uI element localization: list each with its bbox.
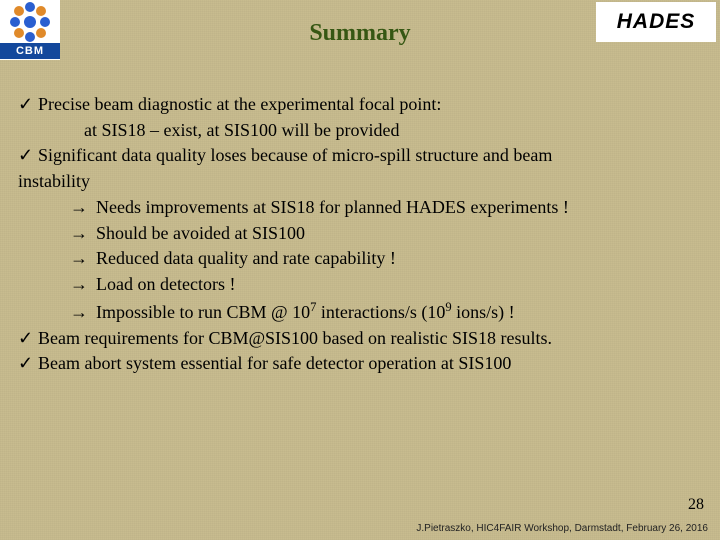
arrow-1-text: Needs improvements at SIS18 for planned …	[96, 197, 569, 217]
arrow-4: →Load on detectors !	[18, 272, 702, 298]
cbm-logo: CBM	[0, 0, 60, 60]
footer-text: J.Pietraszko, HIC4FAIR Workshop, Darmsta…	[416, 523, 708, 534]
cbm-label: CBM	[0, 43, 60, 59]
hades-logo: HADES	[596, 2, 716, 42]
check-icon: ✓	[18, 92, 38, 118]
arrow-1: →Needs improvements at SIS18 for planned…	[18, 195, 702, 221]
bullet-2: ✓Significant data quality loses because …	[18, 143, 702, 169]
arrow-icon: →	[70, 195, 96, 221]
arrow-5-mid: interactions/s (10	[316, 302, 445, 322]
check-icon: ✓	[18, 143, 38, 169]
bullet-3: ✓Beam requirements for CBM@SIS100 based …	[18, 326, 702, 352]
arrow-icon: →	[70, 221, 96, 247]
bullet-1: ✓Precise beam diagnostic at the experime…	[18, 92, 702, 118]
arrow-5-pre: Impossible to run CBM @ 10	[96, 302, 310, 322]
arrow-3: →Reduced data quality and rate capabilit…	[18, 246, 702, 272]
page-number: 28	[688, 496, 704, 514]
arrow-2-text: Should be avoided at SIS100	[96, 223, 305, 243]
arrow-5-post: ions/s) !	[452, 302, 515, 322]
arrow-3-text: Reduced data quality and rate capability…	[96, 248, 396, 268]
arrow-2: →Should be avoided at SIS100	[18, 221, 702, 247]
arrow-icon: →	[70, 246, 96, 272]
arrow-5: →Impossible to run CBM @ 107 interaction…	[18, 298, 702, 326]
bullet-2-text: Significant data quality loses because o…	[38, 145, 552, 165]
bullet-1-sub: at SIS18 – exist, at SIS100 will be prov…	[18, 118, 702, 144]
arrow-4-text: Load on detectors !	[96, 274, 235, 294]
arrow-icon: →	[70, 272, 96, 298]
bullet-1-text: Precise beam diagnostic at the experimen…	[38, 94, 441, 114]
hades-label: HADES	[617, 10, 696, 34]
check-icon: ✓	[18, 326, 38, 352]
bullet-4: ✓Beam abort system essential for safe de…	[18, 351, 702, 377]
bullet-4-text: Beam abort system essential for safe det…	[38, 353, 511, 373]
check-icon: ✓	[18, 351, 38, 377]
bullet-3-text: Beam requirements for CBM@SIS100 based o…	[38, 328, 552, 348]
arrow-icon: →	[70, 300, 96, 326]
bullet-2-cont: instability	[18, 169, 702, 195]
slide-body: ✓Precise beam diagnostic at the experime…	[18, 92, 702, 377]
cbm-star-icon	[9, 1, 51, 43]
